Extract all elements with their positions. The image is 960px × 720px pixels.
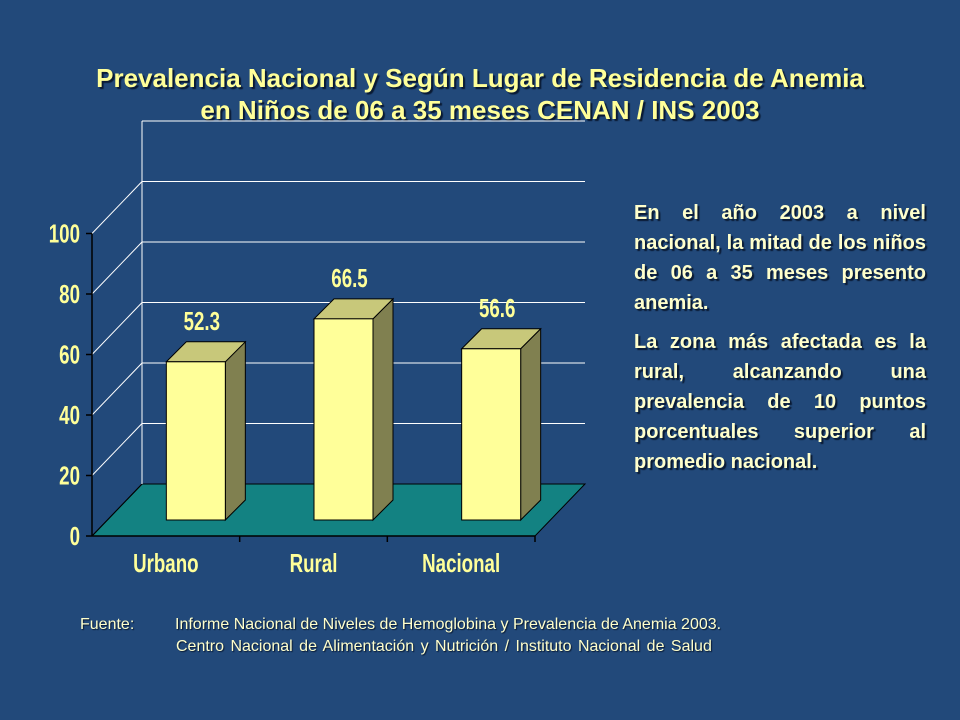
commentary-paragraph-1: En el año 2003 a nivel nacional, la mita…: [634, 202, 926, 314]
bar-front: [313, 318, 374, 521]
bar-side: [224, 340, 246, 522]
x-tick-label: Rural: [290, 548, 338, 578]
grid-diagonal: [91, 302, 143, 355]
grid-diagonal: [91, 423, 143, 476]
y-tick-label: 0: [70, 521, 80, 551]
chart-title: Prevalencia Nacional y Según Lugar de Re…: [40, 62, 920, 126]
commentary: En el año 2003 a nivel nacional, la mita…: [634, 198, 926, 486]
bar-front: [461, 348, 522, 521]
commentary-paragraph-2: La zona más afectada es la rural, alcanz…: [634, 331, 926, 473]
data-label: 56.6: [479, 293, 515, 323]
data-label: 66.5: [331, 263, 367, 293]
grid-diagonal: [91, 362, 143, 416]
data-label: 52.3: [184, 306, 220, 336]
grid-diagonal: [91, 181, 143, 234]
bar-rural: [312, 297, 395, 522]
grid-diagonal: [91, 241, 143, 295]
chart-title-line1: Prevalencia Nacional y Según Lugar de Re…: [96, 63, 864, 93]
y-tick-label: 60: [59, 339, 80, 369]
bar-nacional: [460, 327, 542, 522]
bar-urbano: [165, 340, 247, 522]
bar-front: [165, 361, 226, 521]
grid-diagonal: [91, 483, 143, 537]
source-line1: Informe Nacional de Niveles de Hemoglobi…: [175, 616, 722, 633]
source-label: Fuente:: [80, 616, 135, 633]
x-tick-label: Nacional: [422, 548, 500, 578]
y-tick-label: 20: [59, 460, 80, 490]
y-tick-label: 40: [59, 400, 80, 430]
chart-title-line2: en Niños de 06 a 35 meses CENAN / INS 20…: [200, 95, 760, 125]
y-tick-label: 100: [49, 218, 80, 248]
y-tick-label: 80: [59, 279, 80, 309]
bar-side: [520, 327, 542, 522]
source-line2: Centro Nacional de Alimentación y Nutric…: [176, 638, 712, 655]
bar-side: [372, 297, 394, 522]
x-tick-label: Urbano: [133, 548, 198, 578]
